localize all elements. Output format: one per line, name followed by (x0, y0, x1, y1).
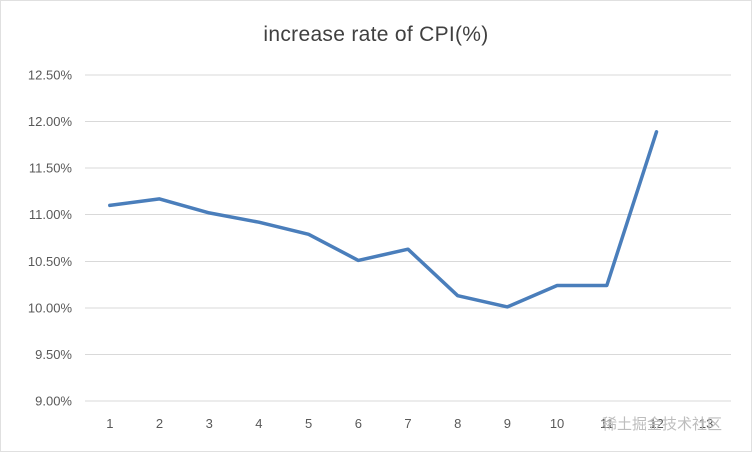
x-tick-label: 9 (504, 416, 511, 431)
watermark: 稀土掘金技术社区 (602, 416, 723, 433)
y-tick-label: 11.00% (29, 207, 73, 222)
x-tick-label: 5 (305, 416, 312, 431)
x-tick-label: 12 (649, 416, 663, 431)
x-tick-label: 10 (550, 416, 564, 431)
x-tick-label: 3 (206, 416, 213, 431)
y-tick-label: 10.00% (28, 300, 73, 315)
y-tick-label: 11.50% (29, 161, 73, 176)
x-tick-label: 8 (454, 416, 461, 431)
y-tick-label: 9.00% (35, 394, 72, 409)
y-tick-label: 10.50% (28, 254, 73, 269)
y-tick-label: 9.50% (35, 347, 72, 362)
chart-title: increase rate of CPI(%) (263, 23, 489, 46)
x-tick-label: 6 (355, 416, 362, 431)
x-tick-label: 11 (600, 416, 614, 431)
y-tick-label: 12.00% (28, 114, 73, 129)
x-tick-label: 13 (699, 416, 713, 431)
x-tick-label: 4 (255, 416, 262, 431)
x-tick-label: 1 (106, 416, 113, 431)
x-tick-label: 7 (404, 416, 411, 431)
x-tick-label: 2 (156, 416, 163, 431)
data-line (108, 130, 659, 309)
y-tick-label: 12.50% (28, 68, 73, 83)
